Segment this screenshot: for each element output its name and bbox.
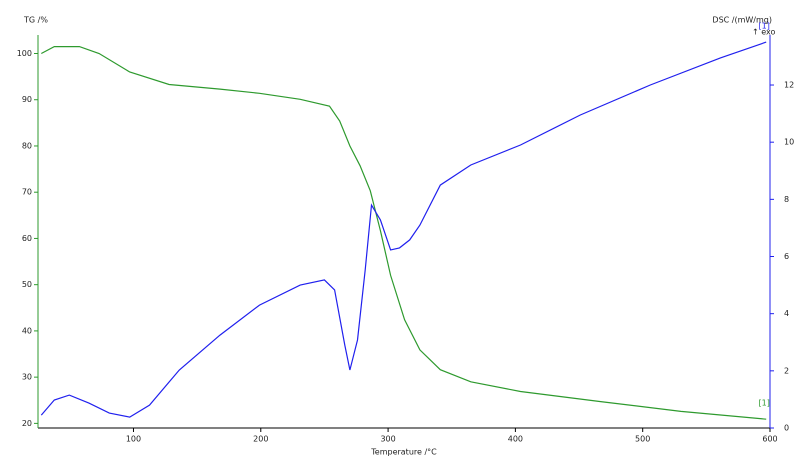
y2-axis-label: DSC /(mW/mg) [712, 16, 772, 25]
data-line [41, 46, 767, 420]
y2-tick-label: 0 [784, 424, 789, 433]
y2-tick-label: 2 [784, 366, 789, 375]
series-label: [1] [759, 22, 770, 31]
x-tick-label: 300 [380, 435, 395, 444]
y2-tick-label: 6 [784, 252, 789, 261]
x-tick-label: 400 [508, 435, 523, 444]
data-line [40, 41, 767, 418]
y-axis-label: TG /% [23, 16, 48, 25]
x-axis-label: Temperature /°C [370, 448, 437, 457]
y-tick-label: 60 [22, 234, 32, 243]
y-tick-label: 30 [22, 373, 32, 382]
y2-tick-label: 8 [784, 195, 789, 204]
y2-tick-label: 12 [784, 81, 794, 90]
exo-label: ↑ exo [752, 28, 776, 37]
y-tick-label: 50 [22, 280, 32, 289]
y-tick-label: 20 [22, 419, 32, 428]
y2-tick-label: 4 [784, 309, 789, 318]
x-tick-label: 500 [635, 435, 650, 444]
series-label: [1] [759, 399, 770, 408]
x-tick-label: 200 [253, 435, 268, 444]
y-tick-label: 70 [22, 188, 32, 197]
y-tick-label: 100 [17, 49, 32, 58]
x-tick-label: 600 [762, 435, 777, 444]
y-tick-label: 40 [22, 326, 32, 335]
y-tick-label: 90 [22, 95, 32, 104]
y2-tick-label: 10 [784, 138, 794, 147]
y-tick-label: 80 [22, 141, 32, 150]
x-tick-label: 100 [126, 435, 141, 444]
